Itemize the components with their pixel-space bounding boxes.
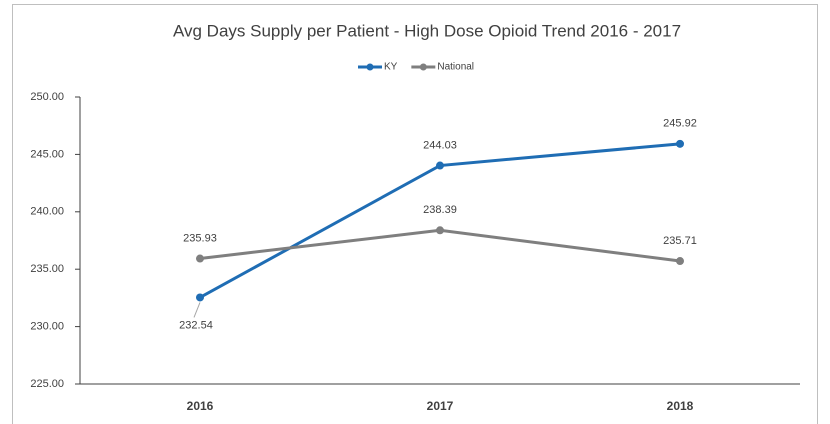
legend-label: KY — [384, 62, 398, 73]
y-tick-label: 250.00 — [30, 91, 64, 103]
legend-marker — [419, 63, 427, 71]
x-tick-label: 2016 — [187, 399, 214, 413]
data-label: 245.92 — [663, 118, 697, 130]
y-tick-label: 235.00 — [30, 263, 64, 275]
data-label: 244.03 — [423, 139, 457, 151]
legend-label: National — [437, 62, 474, 73]
leader-line — [193, 302, 201, 318]
y-tick-label: 240.00 — [30, 206, 64, 218]
data-point — [436, 161, 444, 170]
chart-border — [12, 4, 818, 424]
data-label: 235.93 — [183, 232, 217, 244]
x-tick-label: 2017 — [427, 399, 454, 413]
data-point — [676, 139, 684, 148]
y-tick-label: 225.00 — [30, 378, 64, 390]
x-tick-label: 2018 — [667, 399, 694, 413]
data-label: 238.39 — [423, 204, 457, 216]
chart-title: Avg Days Supply per Patient - High Dose … — [173, 21, 681, 40]
data-label: 232.54 — [179, 319, 213, 331]
data-point — [196, 293, 204, 302]
y-tick-label: 230.00 — [30, 321, 64, 333]
data-point — [676, 257, 684, 266]
data-point — [436, 226, 444, 235]
y-tick-label: 245.00 — [30, 148, 64, 160]
legend-marker — [366, 63, 374, 71]
data-label: 235.71 — [663, 235, 697, 247]
data-point — [196, 254, 204, 263]
